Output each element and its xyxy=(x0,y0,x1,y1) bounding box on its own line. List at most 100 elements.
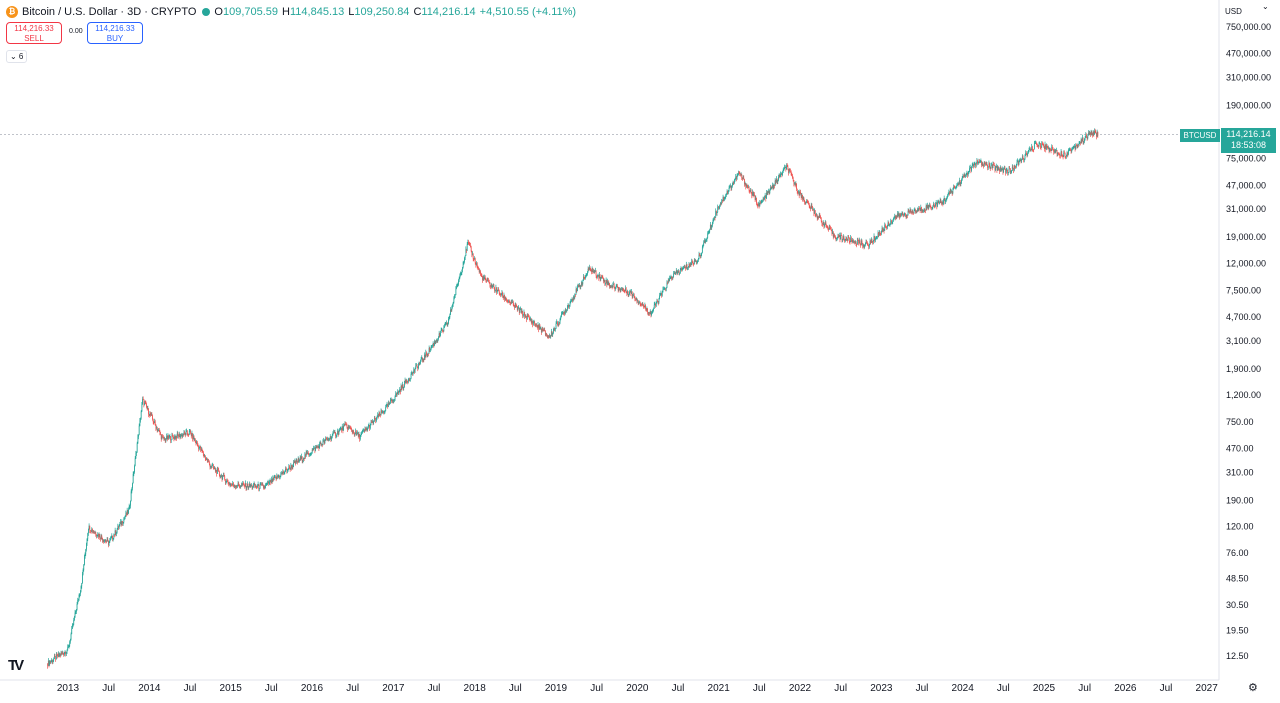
candle-body xyxy=(245,483,246,487)
candle-body xyxy=(198,447,200,449)
candle-body xyxy=(85,549,87,554)
candle-body xyxy=(854,241,856,243)
candle-body xyxy=(420,361,421,364)
candle-body xyxy=(521,311,523,313)
candle-body xyxy=(924,208,926,211)
candle-body xyxy=(709,229,711,232)
time-axis-label: 2022 xyxy=(789,683,812,694)
candle-body xyxy=(964,174,966,177)
candle-body xyxy=(525,315,527,317)
candle-body xyxy=(66,650,68,653)
candle-body xyxy=(723,197,725,200)
price-axis-label: 1,200.00 xyxy=(1226,390,1261,400)
candle-body xyxy=(961,178,963,180)
candle-body xyxy=(559,319,561,323)
candle-body xyxy=(725,194,727,195)
candle-body xyxy=(283,472,285,474)
candle-body xyxy=(422,357,423,361)
candle-body xyxy=(903,214,904,216)
candle-body xyxy=(417,366,419,369)
candle-body xyxy=(290,465,292,470)
candle-body xyxy=(473,258,475,260)
candle-body xyxy=(948,192,950,195)
candle-body xyxy=(582,280,584,285)
candle-body xyxy=(840,235,842,236)
candle-body xyxy=(204,455,206,457)
candle-body xyxy=(596,275,598,277)
candle-body xyxy=(664,288,666,290)
buy-button[interactable]: 114,216.33 BUY xyxy=(87,22,143,44)
candle-body xyxy=(1039,143,1041,147)
candle-body xyxy=(601,276,602,278)
candle-body xyxy=(727,191,729,193)
candle-body xyxy=(739,172,741,175)
candle-body xyxy=(959,180,960,185)
candle-body xyxy=(984,163,986,164)
candle-body xyxy=(808,203,810,207)
candle-body xyxy=(998,168,1000,170)
candle-body xyxy=(569,302,571,306)
candle-body xyxy=(185,431,187,436)
candle-body xyxy=(668,280,670,281)
candle-body xyxy=(860,243,862,246)
sell-button[interactable]: 114,216.33 SELL xyxy=(6,22,62,44)
candle-body xyxy=(437,338,439,341)
time-axis-label: Jul xyxy=(590,683,603,694)
candle-body xyxy=(263,485,264,488)
candle-body xyxy=(213,468,215,469)
indicators-toggle[interactable]: ⌄ 6 xyxy=(6,50,28,63)
tradingview-logo-icon[interactable]: TV xyxy=(8,657,24,674)
candle-body xyxy=(471,251,473,255)
candle-body xyxy=(500,294,502,296)
candle-body xyxy=(271,479,273,483)
candle-body xyxy=(1042,144,1044,145)
candle-body xyxy=(388,403,390,404)
candle-body xyxy=(687,267,689,269)
candle-body xyxy=(274,477,276,478)
candle-body xyxy=(312,449,314,451)
time-axis-label: 2013 xyxy=(57,683,80,694)
candle-body xyxy=(182,434,184,436)
candle-body xyxy=(396,393,398,396)
candle-body xyxy=(162,437,164,439)
candle-body xyxy=(1019,159,1021,161)
candle-body xyxy=(168,437,170,439)
candle-body xyxy=(172,436,174,438)
candle-body xyxy=(544,330,546,332)
candle-body xyxy=(575,294,576,296)
candle-body xyxy=(726,191,728,195)
candle-body xyxy=(240,484,242,487)
candle-body xyxy=(1011,170,1013,172)
candle-body xyxy=(355,431,357,435)
candle-body xyxy=(372,421,374,424)
candle-body xyxy=(70,634,72,640)
symbol-title[interactable]: Bitcoin / U.S. Dollar · 3D · CRYPTO xyxy=(22,6,197,18)
candle-body xyxy=(887,222,889,226)
candle-body xyxy=(897,213,899,217)
candle-body xyxy=(436,339,438,341)
candle-body xyxy=(107,539,109,541)
candle-body xyxy=(426,354,428,356)
candle-body xyxy=(67,646,69,648)
candle-body xyxy=(1034,143,1036,144)
candle-body xyxy=(939,202,940,204)
candle-body xyxy=(794,183,796,186)
candle-body xyxy=(757,203,759,206)
candle-body xyxy=(340,428,342,430)
chevron-down-icon[interactable]: ⌄ xyxy=(1262,2,1269,11)
candle-body xyxy=(689,264,691,266)
candle-body xyxy=(816,214,818,218)
candle-body xyxy=(744,179,745,185)
candle-body xyxy=(267,482,269,484)
currency-label[interactable]: USD xyxy=(1225,7,1242,16)
candle-body xyxy=(367,427,369,430)
candle-body xyxy=(445,324,447,325)
candle-body xyxy=(379,414,381,416)
candle-body xyxy=(1009,168,1011,173)
candle-body xyxy=(496,287,497,293)
candle-body xyxy=(628,294,630,295)
settings-icon[interactable]: ⚙ xyxy=(1248,682,1258,694)
candle-body xyxy=(271,479,272,484)
